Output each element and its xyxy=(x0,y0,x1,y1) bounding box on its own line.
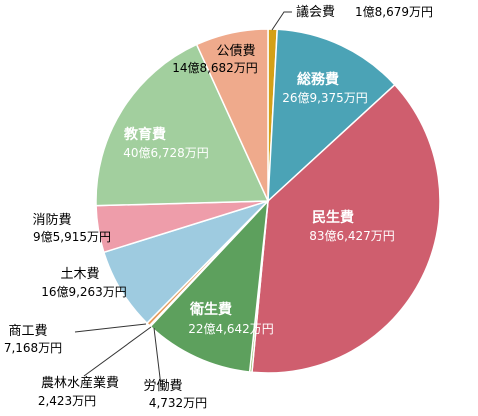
label-gikai-value: 1億8,679万円 xyxy=(355,5,433,19)
label-kyoiku-value: 40億6,728万円 xyxy=(123,146,209,160)
label-eisei-name: 衛生費 xyxy=(189,301,232,318)
label-shoko-value: 7,168万円 xyxy=(4,341,62,355)
pie-slice-9 xyxy=(95,43,270,207)
leader-line-rodo xyxy=(153,327,162,387)
label-norin-value: 2,423万円 xyxy=(38,394,96,408)
label-rodo-name: 労働費 xyxy=(143,379,182,394)
label-kosai-name: 公債費 xyxy=(216,44,255,59)
label-doboku-name: 土木費 xyxy=(60,267,99,282)
leader-line-norin xyxy=(83,326,152,377)
pie-slice-1 xyxy=(267,28,396,203)
label-somu-value: 26億9,375万円 xyxy=(282,91,368,105)
label-somu-name: 総務費 xyxy=(297,71,339,88)
label-minsei-name: 民生費 xyxy=(312,209,354,226)
label-eisei-value: 22億4,642万円 xyxy=(188,322,274,336)
pie-slice-10 xyxy=(195,28,269,202)
label-kosai-value: 14億8,682万円 xyxy=(172,61,258,75)
label-gikai-name: 議会費 xyxy=(296,5,335,20)
label-rodo-value: 4,732万円 xyxy=(149,396,207,410)
leader-lines xyxy=(74,11,292,387)
label-minsei-value: 83億6,427万円 xyxy=(309,229,395,243)
label-shobo-name: 消防費 xyxy=(32,212,71,228)
leader-line-shoko xyxy=(74,323,147,333)
label-shoko-name: 商工費 xyxy=(8,324,47,339)
label-norin-name: 農林水産業費 xyxy=(41,375,119,391)
label-doboku-value: 16億9,263万円 xyxy=(41,285,127,299)
label-kyoiku-name: 教育費 xyxy=(124,126,166,143)
leader-line-gikai xyxy=(271,11,292,31)
label-shobo-value: 9億5,915万円 xyxy=(33,230,111,244)
pie-slice-2 xyxy=(251,83,441,374)
pie-slices xyxy=(95,28,441,374)
